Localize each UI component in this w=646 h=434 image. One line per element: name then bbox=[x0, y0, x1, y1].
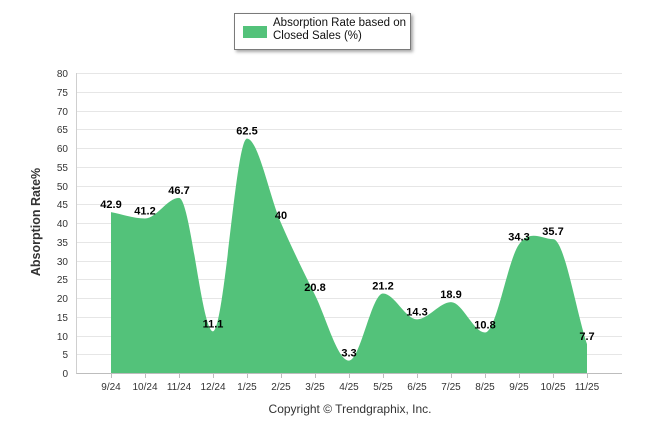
y-tick-label: 0 bbox=[62, 369, 68, 380]
x-tick-label: 9/24 bbox=[101, 382, 121, 393]
x-tick-label: 6/25 bbox=[407, 382, 427, 393]
area-series bbox=[111, 138, 587, 373]
data-label: 7.7 bbox=[579, 331, 594, 343]
y-tick-label: 5 bbox=[62, 350, 68, 361]
x-tick-label: 11/25 bbox=[575, 382, 600, 393]
x-tick-label: 11/24 bbox=[167, 382, 192, 393]
x-tick-label: 2/25 bbox=[271, 382, 291, 393]
area-fill bbox=[111, 138, 587, 373]
legend-label: Absorption Rate based on Closed Sales (%… bbox=[273, 17, 409, 43]
copyright-footer: Copyright © Trendgraphix, Inc. bbox=[268, 402, 432, 416]
data-label: 42.9 bbox=[100, 199, 121, 211]
axes bbox=[76, 73, 588, 378]
data-label: 46.7 bbox=[168, 185, 189, 197]
x-tick-label: 5/25 bbox=[373, 382, 393, 393]
y-tick-label: 35 bbox=[57, 238, 69, 249]
y-tick-label: 30 bbox=[57, 257, 69, 268]
x-tick-label: 9/25 bbox=[509, 382, 529, 393]
x-tick-label: 10/25 bbox=[540, 382, 565, 393]
x-tick-label: 12/24 bbox=[200, 382, 225, 393]
y-tick-label: 55 bbox=[57, 163, 69, 174]
data-label: 11.1 bbox=[203, 318, 224, 330]
x-tick-label: 10/24 bbox=[132, 382, 157, 393]
x-tick-label: 1/25 bbox=[237, 382, 257, 393]
y-axis-title: Absorption Rate% bbox=[29, 167, 43, 277]
y-tick-label: 10 bbox=[57, 332, 69, 343]
x-tick-label: 8/25 bbox=[475, 382, 495, 393]
data-labels: 42.9 41.2 46.7 11.1 62.5 40 20.8 3.3 21.2 14.3 18.… bbox=[100, 126, 594, 360]
data-label: 10.8 bbox=[474, 320, 495, 332]
legend-line-1: Absorption Rate based on bbox=[273, 17, 406, 29]
y-tick-label: 40 bbox=[57, 219, 69, 230]
y-tick-label: 20 bbox=[57, 294, 69, 305]
data-label: 41.2 bbox=[134, 206, 155, 218]
data-label: 34.3 bbox=[508, 231, 529, 243]
y-tick-label: 80 bbox=[57, 69, 69, 80]
data-label: 20.8 bbox=[304, 282, 325, 294]
legend-swatch bbox=[243, 26, 267, 38]
y-tick-label: 75 bbox=[57, 88, 69, 99]
x-tick-labels: 9/24 10/24 11/24 12/24 1/25 2/25 3/25 4/25 5/25 6… bbox=[101, 382, 599, 393]
data-label: 40 bbox=[275, 210, 287, 222]
y-tick-labels: 0 5 10 15 20 25 30 35 40 45 50 55 60 65 70 75 80 bbox=[57, 69, 69, 380]
y-tick-label: 60 bbox=[57, 144, 69, 155]
data-label: 21.2 bbox=[372, 281, 393, 293]
data-label: 18.9 bbox=[440, 289, 461, 301]
data-label: 3.3 bbox=[341, 348, 356, 360]
y-tick-label: 50 bbox=[57, 182, 69, 193]
x-tick-label: 7/25 bbox=[441, 382, 461, 393]
y-tick-label: 65 bbox=[57, 125, 69, 136]
y-tick-label: 70 bbox=[57, 107, 69, 118]
data-label: 35.7 bbox=[542, 226, 563, 238]
y-tick-label: 45 bbox=[57, 200, 69, 211]
x-tick-label: 4/25 bbox=[339, 382, 359, 393]
x-tick-label: 3/25 bbox=[305, 382, 325, 393]
y-tick-label: 15 bbox=[57, 313, 69, 324]
data-label: 62.5 bbox=[236, 126, 257, 138]
legend-line-2: Closed Sales (%) bbox=[273, 30, 362, 42]
legend: Absorption Rate based on Closed Sales (%… bbox=[234, 13, 411, 50]
data-label: 14.3 bbox=[406, 306, 427, 318]
y-tick-label: 25 bbox=[57, 275, 69, 286]
